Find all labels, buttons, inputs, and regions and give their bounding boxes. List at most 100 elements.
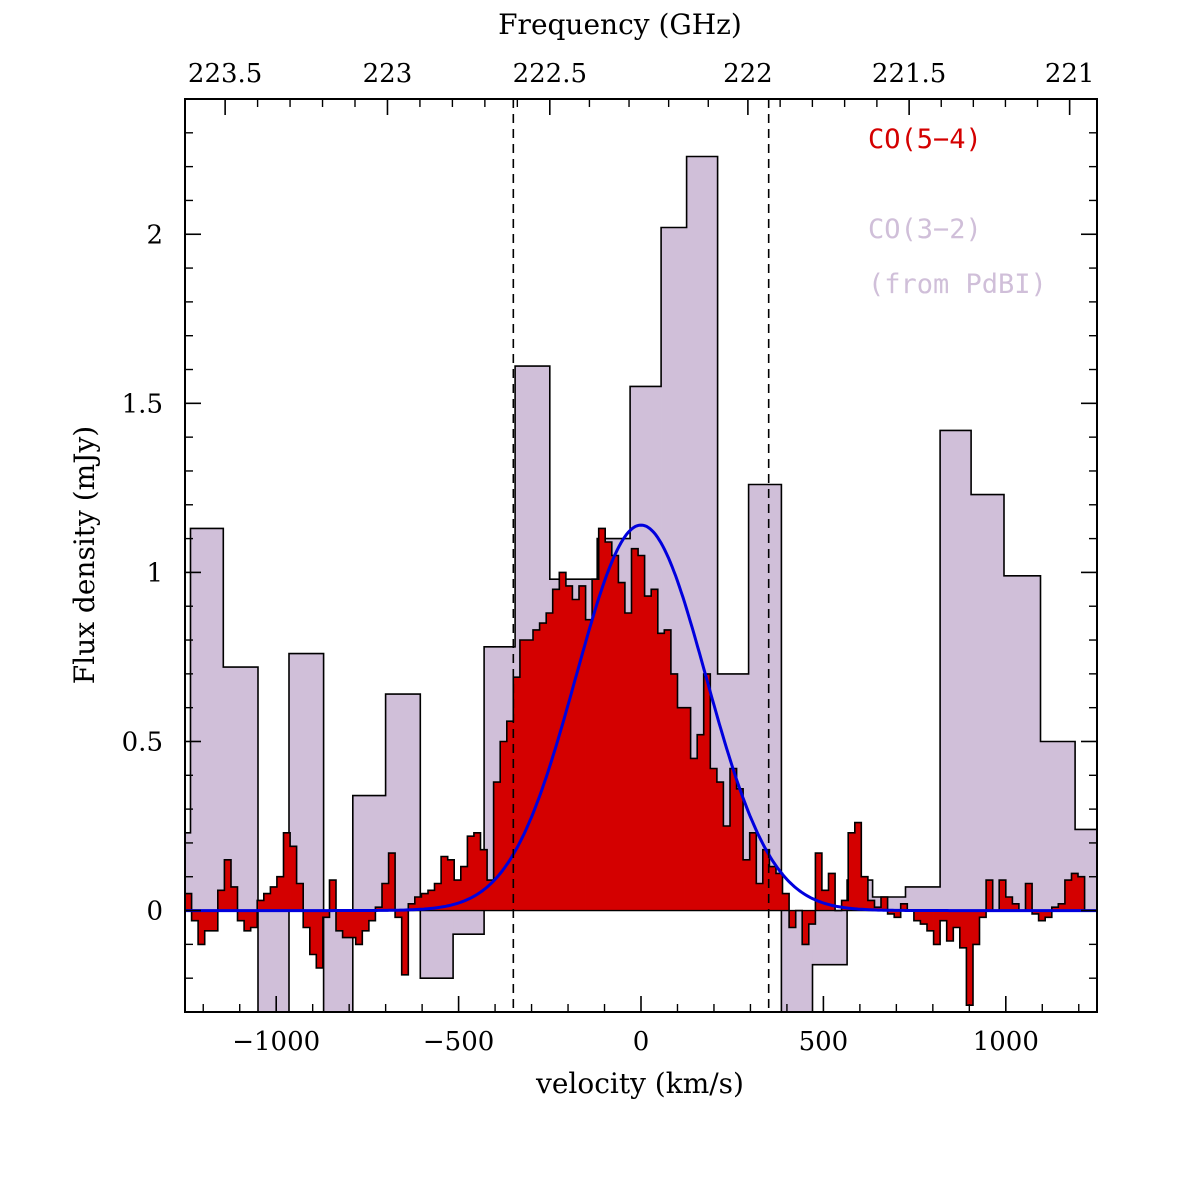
x-tick-label: −500: [423, 1027, 494, 1057]
co54-bin: [257, 900, 265, 911]
co54-bin: [690, 758, 698, 911]
co54-bin: [618, 582, 626, 911]
co54-bin: [1051, 907, 1059, 911]
co54-bin: [1038, 910, 1046, 921]
co54-bin: [959, 910, 967, 948]
co54-bin: [605, 541, 613, 911]
co32-bin: [812, 910, 848, 965]
co54-bin: [782, 893, 790, 911]
co54-bin: [454, 880, 462, 911]
co54-bin: [1005, 897, 1013, 911]
co54-bin: [651, 589, 659, 911]
co54-bin: [414, 897, 422, 911]
co54-bin: [408, 903, 416, 911]
co54-bin: [716, 782, 724, 911]
co54-bin: [309, 910, 317, 955]
y-tick-label: 2: [146, 220, 163, 250]
co54-bin: [703, 673, 711, 911]
co54-bin: [185, 893, 192, 911]
co54-bin: [533, 629, 540, 911]
co54-bin: [421, 893, 429, 911]
co54-bin: [290, 846, 298, 911]
co54-bin: [638, 555, 646, 911]
x-tick-label: 500: [799, 1027, 849, 1057]
legend-co32-source: (from PdBI): [868, 269, 1047, 300]
co32-bin: [453, 910, 485, 935]
co54-bin: [283, 832, 291, 911]
co54-bin: [762, 849, 770, 911]
co54-bin: [244, 910, 252, 931]
co54-bin: [972, 910, 980, 945]
co54-bin: [841, 900, 849, 911]
co54-bin: [500, 741, 508, 911]
co54-bin: [211, 910, 219, 931]
co54-bin: [769, 866, 777, 911]
y-tick-label: 1.5: [122, 389, 163, 419]
co54-bin: [1064, 880, 1072, 911]
co54-bin: [828, 873, 836, 911]
co54-bin: [434, 883, 442, 911]
co54-bin: [401, 910, 409, 975]
co54-bin: [539, 623, 547, 911]
co54-bin: [322, 910, 330, 918]
co54-bin: [624, 612, 632, 911]
co54-bin: [887, 910, 895, 914]
co54-bin: [894, 910, 902, 918]
y-axis-title: Flux density (mJy): [68, 426, 101, 684]
co54-bin: [270, 886, 278, 911]
x-tick-label: −1000: [232, 1027, 320, 1057]
co54-bin: [953, 910, 961, 928]
co54-bin: [388, 853, 396, 911]
co54-bin: [191, 910, 199, 921]
y-tick-label: 0: [146, 897, 163, 927]
co54-bin: [447, 859, 455, 911]
co54-bin: [736, 788, 744, 911]
co54-bin: [631, 548, 639, 911]
co54-bin: [900, 903, 908, 911]
co32-bin: [190, 528, 224, 911]
co54-bin: [381, 883, 389, 911]
x-tick-label: 1000: [973, 1027, 1039, 1057]
co54-bin: [867, 900, 875, 911]
co54-bin: [217, 890, 225, 911]
co54-bin: [644, 596, 652, 911]
co54-bin: [362, 910, 370, 931]
co54-bin: [861, 876, 869, 911]
co54-bin: [664, 629, 672, 911]
co54-bin: [519, 640, 527, 911]
co54-bin: [808, 910, 816, 925]
co54-bin: [749, 832, 757, 911]
co32-bin: [257, 910, 290, 1012]
co54-bin: [821, 890, 829, 911]
co54-bin: [276, 876, 284, 911]
co54-bin: [999, 880, 1007, 911]
co54-bin: [480, 849, 488, 911]
co54-bin: [920, 910, 928, 925]
co54-bin: [723, 826, 731, 911]
co54-bin: [611, 555, 619, 911]
co54-bin: [506, 721, 514, 911]
co32-bin: [905, 886, 941, 911]
co54-bin: [848, 832, 856, 911]
legend-co32: CO(3−2): [868, 214, 982, 245]
co54-bin: [336, 910, 343, 931]
co54-outline: [185, 527, 1097, 1006]
co54-bin: [710, 768, 718, 911]
co54-bin: [204, 910, 212, 931]
co54-bin: [933, 910, 941, 945]
gaussian-fit-line: [185, 523, 1097, 913]
co32-outline: [185, 155, 1097, 1012]
co54-bin: [1071, 873, 1079, 911]
co54-bin: [1012, 903, 1020, 911]
co54-bin: [427, 890, 435, 911]
top-axis-title: Frequency (GHz): [498, 8, 742, 41]
co54-bin: [395, 910, 403, 918]
co54-bin: [756, 883, 764, 911]
co54-bin: [355, 910, 363, 945]
co54-bin: [966, 910, 974, 1006]
co54-bin: [775, 873, 783, 911]
co54-bin: [487, 880, 495, 911]
y-tick-label: 0.5: [122, 727, 163, 757]
co54-bin: [441, 856, 449, 911]
